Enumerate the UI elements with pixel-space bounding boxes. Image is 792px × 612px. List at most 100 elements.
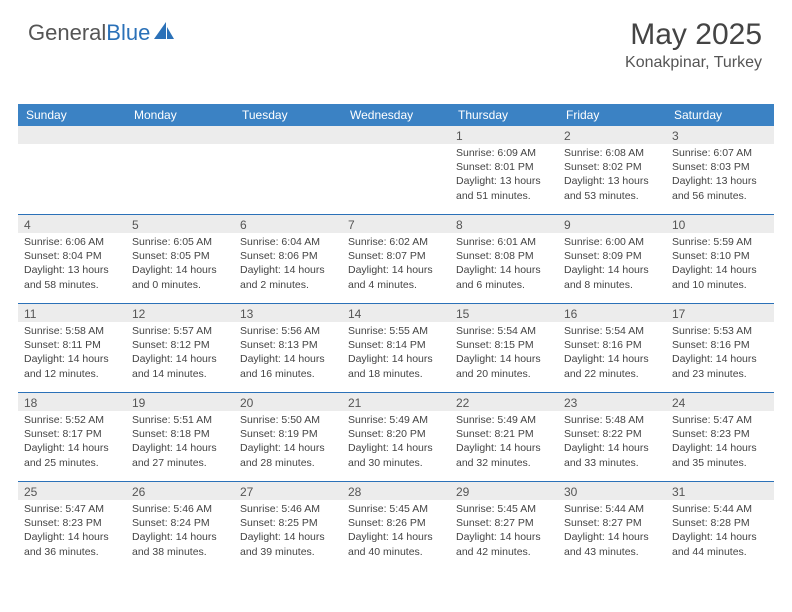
day-details: Sunrise: 5:46 AMSunset: 8:24 PMDaylight:… bbox=[126, 500, 234, 563]
day-details: Sunrise: 5:58 AMSunset: 8:11 PMDaylight:… bbox=[18, 322, 126, 385]
daylight-line: Daylight: 14 hours and 20 minutes. bbox=[456, 352, 552, 380]
day-details: Sunrise: 5:49 AMSunset: 8:21 PMDaylight:… bbox=[450, 411, 558, 474]
sunrise-line: Sunrise: 6:07 AM bbox=[672, 146, 768, 160]
day-details: Sunrise: 6:04 AMSunset: 8:06 PMDaylight:… bbox=[234, 233, 342, 296]
sunrise-line: Sunrise: 5:49 AM bbox=[456, 413, 552, 427]
day-number bbox=[342, 126, 450, 144]
sunrise-line: Sunrise: 5:48 AM bbox=[564, 413, 660, 427]
sunrise-line: Sunrise: 6:09 AM bbox=[456, 146, 552, 160]
day-details: Sunrise: 5:59 AMSunset: 8:10 PMDaylight:… bbox=[666, 233, 774, 296]
daylight-line: Daylight: 14 hours and 32 minutes. bbox=[456, 441, 552, 469]
daylight-line: Daylight: 14 hours and 0 minutes. bbox=[132, 263, 228, 291]
daylight-line: Daylight: 14 hours and 43 minutes. bbox=[564, 530, 660, 558]
day-details: Sunrise: 5:52 AMSunset: 8:17 PMDaylight:… bbox=[18, 411, 126, 474]
day-number: 3 bbox=[666, 126, 774, 144]
day-number: 24 bbox=[666, 393, 774, 411]
calendar-week-row: 11Sunrise: 5:58 AMSunset: 8:11 PMDayligh… bbox=[18, 303, 774, 392]
sunset-line: Sunset: 8:24 PM bbox=[132, 516, 228, 530]
daylight-line: Daylight: 14 hours and 10 minutes. bbox=[672, 263, 768, 291]
logo-text-gray: General bbox=[28, 20, 106, 45]
calendar-day-cell: 12Sunrise: 5:57 AMSunset: 8:12 PMDayligh… bbox=[126, 304, 234, 392]
sunrise-line: Sunrise: 5:46 AM bbox=[240, 502, 336, 516]
sunrise-line: Sunrise: 6:05 AM bbox=[132, 235, 228, 249]
calendar-body: 1Sunrise: 6:09 AMSunset: 8:01 PMDaylight… bbox=[18, 126, 774, 570]
daylight-line: Daylight: 14 hours and 27 minutes. bbox=[132, 441, 228, 469]
day-number: 19 bbox=[126, 393, 234, 411]
calendar-day-cell: 10Sunrise: 5:59 AMSunset: 8:10 PMDayligh… bbox=[666, 215, 774, 303]
day-number: 26 bbox=[126, 482, 234, 500]
day-number: 11 bbox=[18, 304, 126, 322]
day-details: Sunrise: 5:45 AMSunset: 8:27 PMDaylight:… bbox=[450, 500, 558, 563]
calendar-day-cell: 11Sunrise: 5:58 AMSunset: 8:11 PMDayligh… bbox=[18, 304, 126, 392]
day-number: 27 bbox=[234, 482, 342, 500]
sunset-line: Sunset: 8:02 PM bbox=[564, 160, 660, 174]
day-number: 10 bbox=[666, 215, 774, 233]
sunrise-line: Sunrise: 5:44 AM bbox=[564, 502, 660, 516]
sunrise-line: Sunrise: 5:52 AM bbox=[24, 413, 120, 427]
calendar-week-row: 25Sunrise: 5:47 AMSunset: 8:23 PMDayligh… bbox=[18, 481, 774, 570]
day-details: Sunrise: 6:06 AMSunset: 8:04 PMDaylight:… bbox=[18, 233, 126, 296]
calendar-day-cell: 15Sunrise: 5:54 AMSunset: 8:15 PMDayligh… bbox=[450, 304, 558, 392]
daylight-line: Daylight: 13 hours and 53 minutes. bbox=[564, 174, 660, 202]
sunset-line: Sunset: 8:10 PM bbox=[672, 249, 768, 263]
weekday-header: Thursday bbox=[450, 104, 558, 126]
calendar-day-cell bbox=[234, 126, 342, 214]
day-details: Sunrise: 5:54 AMSunset: 8:15 PMDaylight:… bbox=[450, 322, 558, 385]
day-number: 13 bbox=[234, 304, 342, 322]
weekday-header: Friday bbox=[558, 104, 666, 126]
calendar: SundayMondayTuesdayWednesdayThursdayFrid… bbox=[18, 104, 774, 570]
sunset-line: Sunset: 8:11 PM bbox=[24, 338, 120, 352]
sunset-line: Sunset: 8:07 PM bbox=[348, 249, 444, 263]
sunset-line: Sunset: 8:20 PM bbox=[348, 427, 444, 441]
sunset-line: Sunset: 8:16 PM bbox=[672, 338, 768, 352]
sunset-line: Sunset: 8:26 PM bbox=[348, 516, 444, 530]
weekday-header: Monday bbox=[126, 104, 234, 126]
sunset-line: Sunset: 8:28 PM bbox=[672, 516, 768, 530]
calendar-day-cell: 26Sunrise: 5:46 AMSunset: 8:24 PMDayligh… bbox=[126, 482, 234, 570]
sunrise-line: Sunrise: 5:47 AM bbox=[672, 413, 768, 427]
sunrise-line: Sunrise: 5:44 AM bbox=[672, 502, 768, 516]
calendar-day-cell: 21Sunrise: 5:49 AMSunset: 8:20 PMDayligh… bbox=[342, 393, 450, 481]
day-details: Sunrise: 5:53 AMSunset: 8:16 PMDaylight:… bbox=[666, 322, 774, 385]
calendar-day-cell: 8Sunrise: 6:01 AMSunset: 8:08 PMDaylight… bbox=[450, 215, 558, 303]
day-details: Sunrise: 6:02 AMSunset: 8:07 PMDaylight:… bbox=[342, 233, 450, 296]
calendar-day-cell: 24Sunrise: 5:47 AMSunset: 8:23 PMDayligh… bbox=[666, 393, 774, 481]
calendar-day-cell: 20Sunrise: 5:50 AMSunset: 8:19 PMDayligh… bbox=[234, 393, 342, 481]
sunrise-line: Sunrise: 5:53 AM bbox=[672, 324, 768, 338]
daylight-line: Daylight: 14 hours and 4 minutes. bbox=[348, 263, 444, 291]
sunset-line: Sunset: 8:05 PM bbox=[132, 249, 228, 263]
sunset-line: Sunset: 8:15 PM bbox=[456, 338, 552, 352]
daylight-line: Daylight: 14 hours and 38 minutes. bbox=[132, 530, 228, 558]
calendar-week-row: 18Sunrise: 5:52 AMSunset: 8:17 PMDayligh… bbox=[18, 392, 774, 481]
day-number: 2 bbox=[558, 126, 666, 144]
sunrise-line: Sunrise: 5:49 AM bbox=[348, 413, 444, 427]
calendar-day-cell bbox=[342, 126, 450, 214]
daylight-line: Daylight: 14 hours and 30 minutes. bbox=[348, 441, 444, 469]
daylight-line: Daylight: 14 hours and 12 minutes. bbox=[24, 352, 120, 380]
day-number bbox=[234, 126, 342, 144]
calendar-day-cell: 29Sunrise: 5:45 AMSunset: 8:27 PMDayligh… bbox=[450, 482, 558, 570]
calendar-day-cell: 23Sunrise: 5:48 AMSunset: 8:22 PMDayligh… bbox=[558, 393, 666, 481]
day-number: 18 bbox=[18, 393, 126, 411]
calendar-day-cell bbox=[126, 126, 234, 214]
weekday-header: Wednesday bbox=[342, 104, 450, 126]
weekday-header: Tuesday bbox=[234, 104, 342, 126]
day-details: Sunrise: 6:07 AMSunset: 8:03 PMDaylight:… bbox=[666, 144, 774, 207]
day-details: Sunrise: 5:45 AMSunset: 8:26 PMDaylight:… bbox=[342, 500, 450, 563]
day-details: Sunrise: 6:05 AMSunset: 8:05 PMDaylight:… bbox=[126, 233, 234, 296]
daylight-line: Daylight: 14 hours and 25 minutes. bbox=[24, 441, 120, 469]
sunset-line: Sunset: 8:04 PM bbox=[24, 249, 120, 263]
sunrise-line: Sunrise: 6:06 AM bbox=[24, 235, 120, 249]
daylight-line: Daylight: 14 hours and 6 minutes. bbox=[456, 263, 552, 291]
calendar-day-cell: 2Sunrise: 6:08 AMSunset: 8:02 PMDaylight… bbox=[558, 126, 666, 214]
sunset-line: Sunset: 8:27 PM bbox=[564, 516, 660, 530]
day-number: 20 bbox=[234, 393, 342, 411]
day-number: 17 bbox=[666, 304, 774, 322]
day-number: 6 bbox=[234, 215, 342, 233]
daylight-line: Daylight: 13 hours and 58 minutes. bbox=[24, 263, 120, 291]
daylight-line: Daylight: 14 hours and 44 minutes. bbox=[672, 530, 768, 558]
header-right: May 2025 Konakpinar, Turkey bbox=[625, 18, 762, 72]
logo-text-blue: Blue bbox=[106, 20, 150, 45]
sail-icon bbox=[154, 22, 176, 45]
sunset-line: Sunset: 8:25 PM bbox=[240, 516, 336, 530]
